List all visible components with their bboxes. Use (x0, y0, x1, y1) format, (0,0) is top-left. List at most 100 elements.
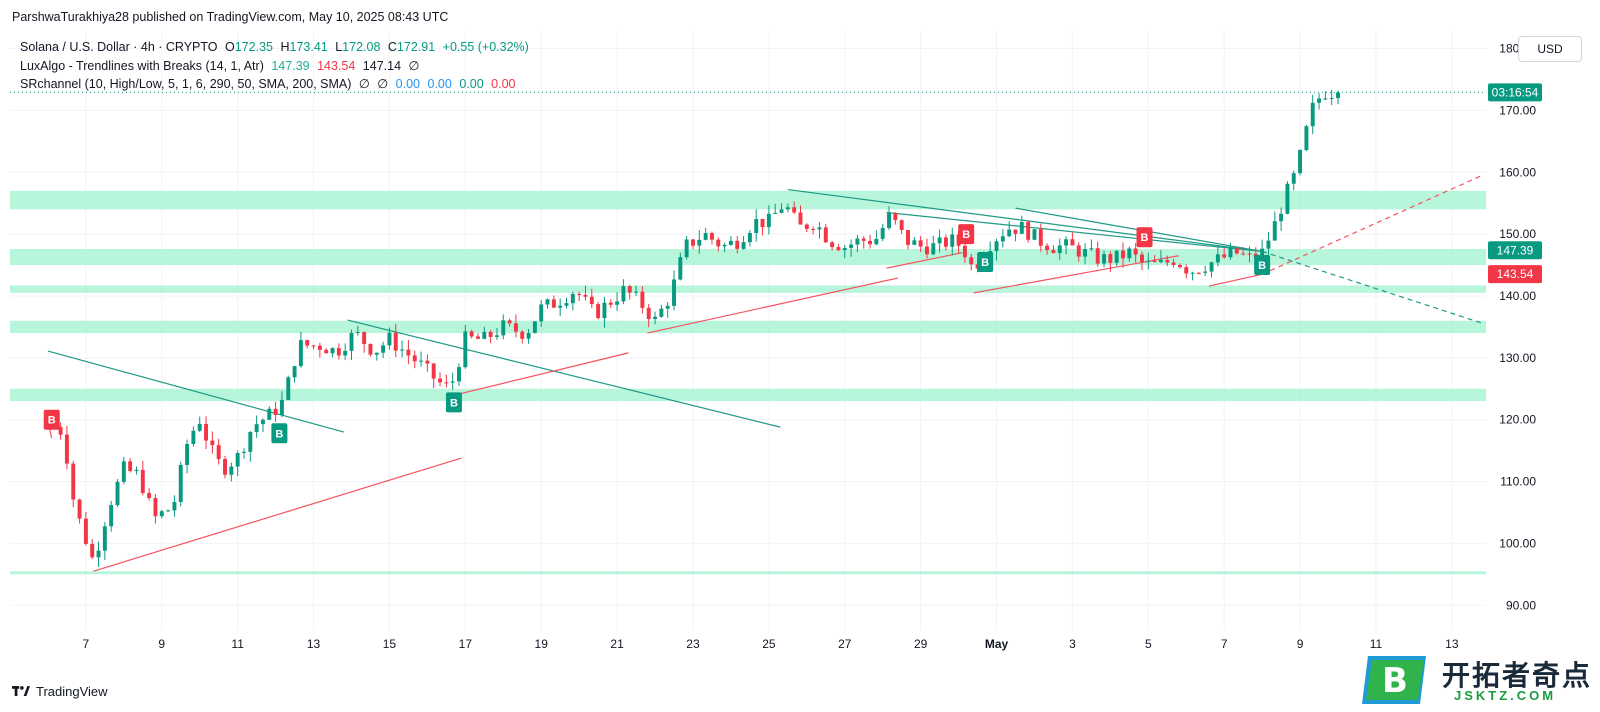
time-tick-label: 9 (158, 637, 165, 651)
candle-body (355, 332, 360, 334)
candle-body (305, 340, 310, 346)
time-tick-label: 15 (383, 637, 397, 651)
candle-body (298, 340, 303, 367)
candle-body (1209, 262, 1214, 272)
indicator-value-4: ∅ (408, 59, 420, 73)
candle-body (1298, 150, 1303, 174)
time-tick-label: 25 (762, 637, 776, 651)
candle-body (747, 233, 752, 243)
candle-body (899, 220, 904, 230)
candle-body (336, 348, 341, 356)
trendline-upper (347, 319, 781, 428)
candle-body (368, 344, 373, 355)
candle-body (1013, 229, 1018, 234)
candle-body (665, 305, 670, 309)
trendline-upper (1261, 250, 1483, 324)
candle-body (722, 244, 727, 247)
sr-zone (10, 320, 1486, 334)
candle-body (406, 349, 411, 356)
candle-body (204, 423, 209, 441)
break-label-marker (43, 409, 60, 430)
candle-body (634, 291, 639, 293)
trendline-lower (1208, 273, 1263, 287)
candle-body (697, 239, 702, 246)
candle-body (545, 299, 550, 305)
price-tick-label: 100.00 (1499, 536, 1536, 550)
candle-body (317, 345, 322, 350)
candle-body (798, 212, 803, 225)
candle-body (260, 419, 265, 425)
candle-body (1158, 259, 1163, 263)
candle-body (425, 360, 430, 364)
candle-body (1196, 272, 1201, 274)
candle-body (279, 399, 284, 415)
sr-zone (10, 285, 1486, 293)
price-tick-label: 150.00 (1499, 227, 1536, 241)
candle-body (507, 320, 512, 324)
candle-body (1184, 267, 1189, 274)
candle-body (96, 550, 101, 558)
candle-body (444, 382, 449, 384)
candle-body (1279, 213, 1284, 222)
indicator-value-2: 143.54 (317, 59, 356, 73)
sr-zone (10, 571, 1486, 575)
sr-zone (10, 388, 1486, 402)
candle-body (1007, 229, 1012, 237)
candle-body (191, 430, 196, 444)
candle-body (349, 332, 354, 351)
tradingview-logo[interactable]: TradingView (12, 684, 108, 699)
price-tick-label: 140.00 (1499, 289, 1536, 303)
time-tick-label: 13 (307, 637, 321, 651)
candle-body (1304, 126, 1309, 151)
change-value: +0.55 (+0.32%) (442, 40, 529, 54)
candle-body (539, 304, 544, 322)
candle-body (716, 239, 721, 247)
candle-body (912, 240, 917, 245)
candle-body (1026, 222, 1031, 240)
watermark-logo-icon: B (1362, 656, 1426, 704)
candle-body (1203, 271, 1208, 273)
candle-body (653, 316, 657, 320)
indicator-legend-trendlines[interactable]: LuxAlgo - Trendlines with Breaks (14, 1,… (20, 58, 423, 73)
time-tick-label: 9 (1297, 637, 1304, 651)
candle-body (659, 308, 664, 317)
indicator-value-2: ∅ (377, 77, 389, 91)
candle-body (1310, 102, 1315, 127)
candle-body (861, 238, 866, 241)
lower-trend-price-label-box (1488, 265, 1542, 284)
candle-body (419, 360, 424, 362)
candle-body (823, 227, 828, 243)
indicator-legend-srchannel[interactable]: SRchannel (10, High/Low, 5, 1, 6, 290, 5… (20, 76, 520, 91)
candle-body (874, 238, 879, 245)
candle-body (1146, 261, 1151, 263)
candle-body (741, 242, 746, 249)
candle-body (532, 321, 537, 333)
symbol-legend[interactable]: Solana / U.S. Dollar · 4h · CRYPTO O172.… (20, 40, 533, 54)
svg-text:B: B (1382, 661, 1408, 701)
trendline-lower (973, 255, 1179, 294)
candle-body (393, 332, 398, 351)
time-tick-label: 13 (1445, 637, 1459, 651)
candle-body (678, 257, 683, 280)
high-value: 173.41 (289, 40, 328, 54)
candle-body (1121, 250, 1125, 259)
watermark-cn: 开拓者奇点 (1442, 660, 1593, 691)
candle-body (804, 224, 809, 229)
trendline-upper (886, 211, 1263, 253)
candle-body (1165, 259, 1170, 263)
candle-body (691, 239, 695, 246)
candle-body (1260, 248, 1265, 259)
candle-body (412, 355, 417, 362)
break-label-text: B (1258, 260, 1266, 272)
candle-body (842, 247, 847, 251)
candle-body (1133, 248, 1138, 255)
candle-body (330, 348, 335, 354)
candle-body (1102, 254, 1106, 264)
candle-body (229, 466, 234, 475)
candle-body (1329, 98, 1334, 100)
currency-button[interactable]: USD (1518, 36, 1582, 62)
candle-body (476, 336, 480, 339)
indicator-value-1: ∅ (358, 77, 370, 91)
candle-body (172, 502, 177, 511)
